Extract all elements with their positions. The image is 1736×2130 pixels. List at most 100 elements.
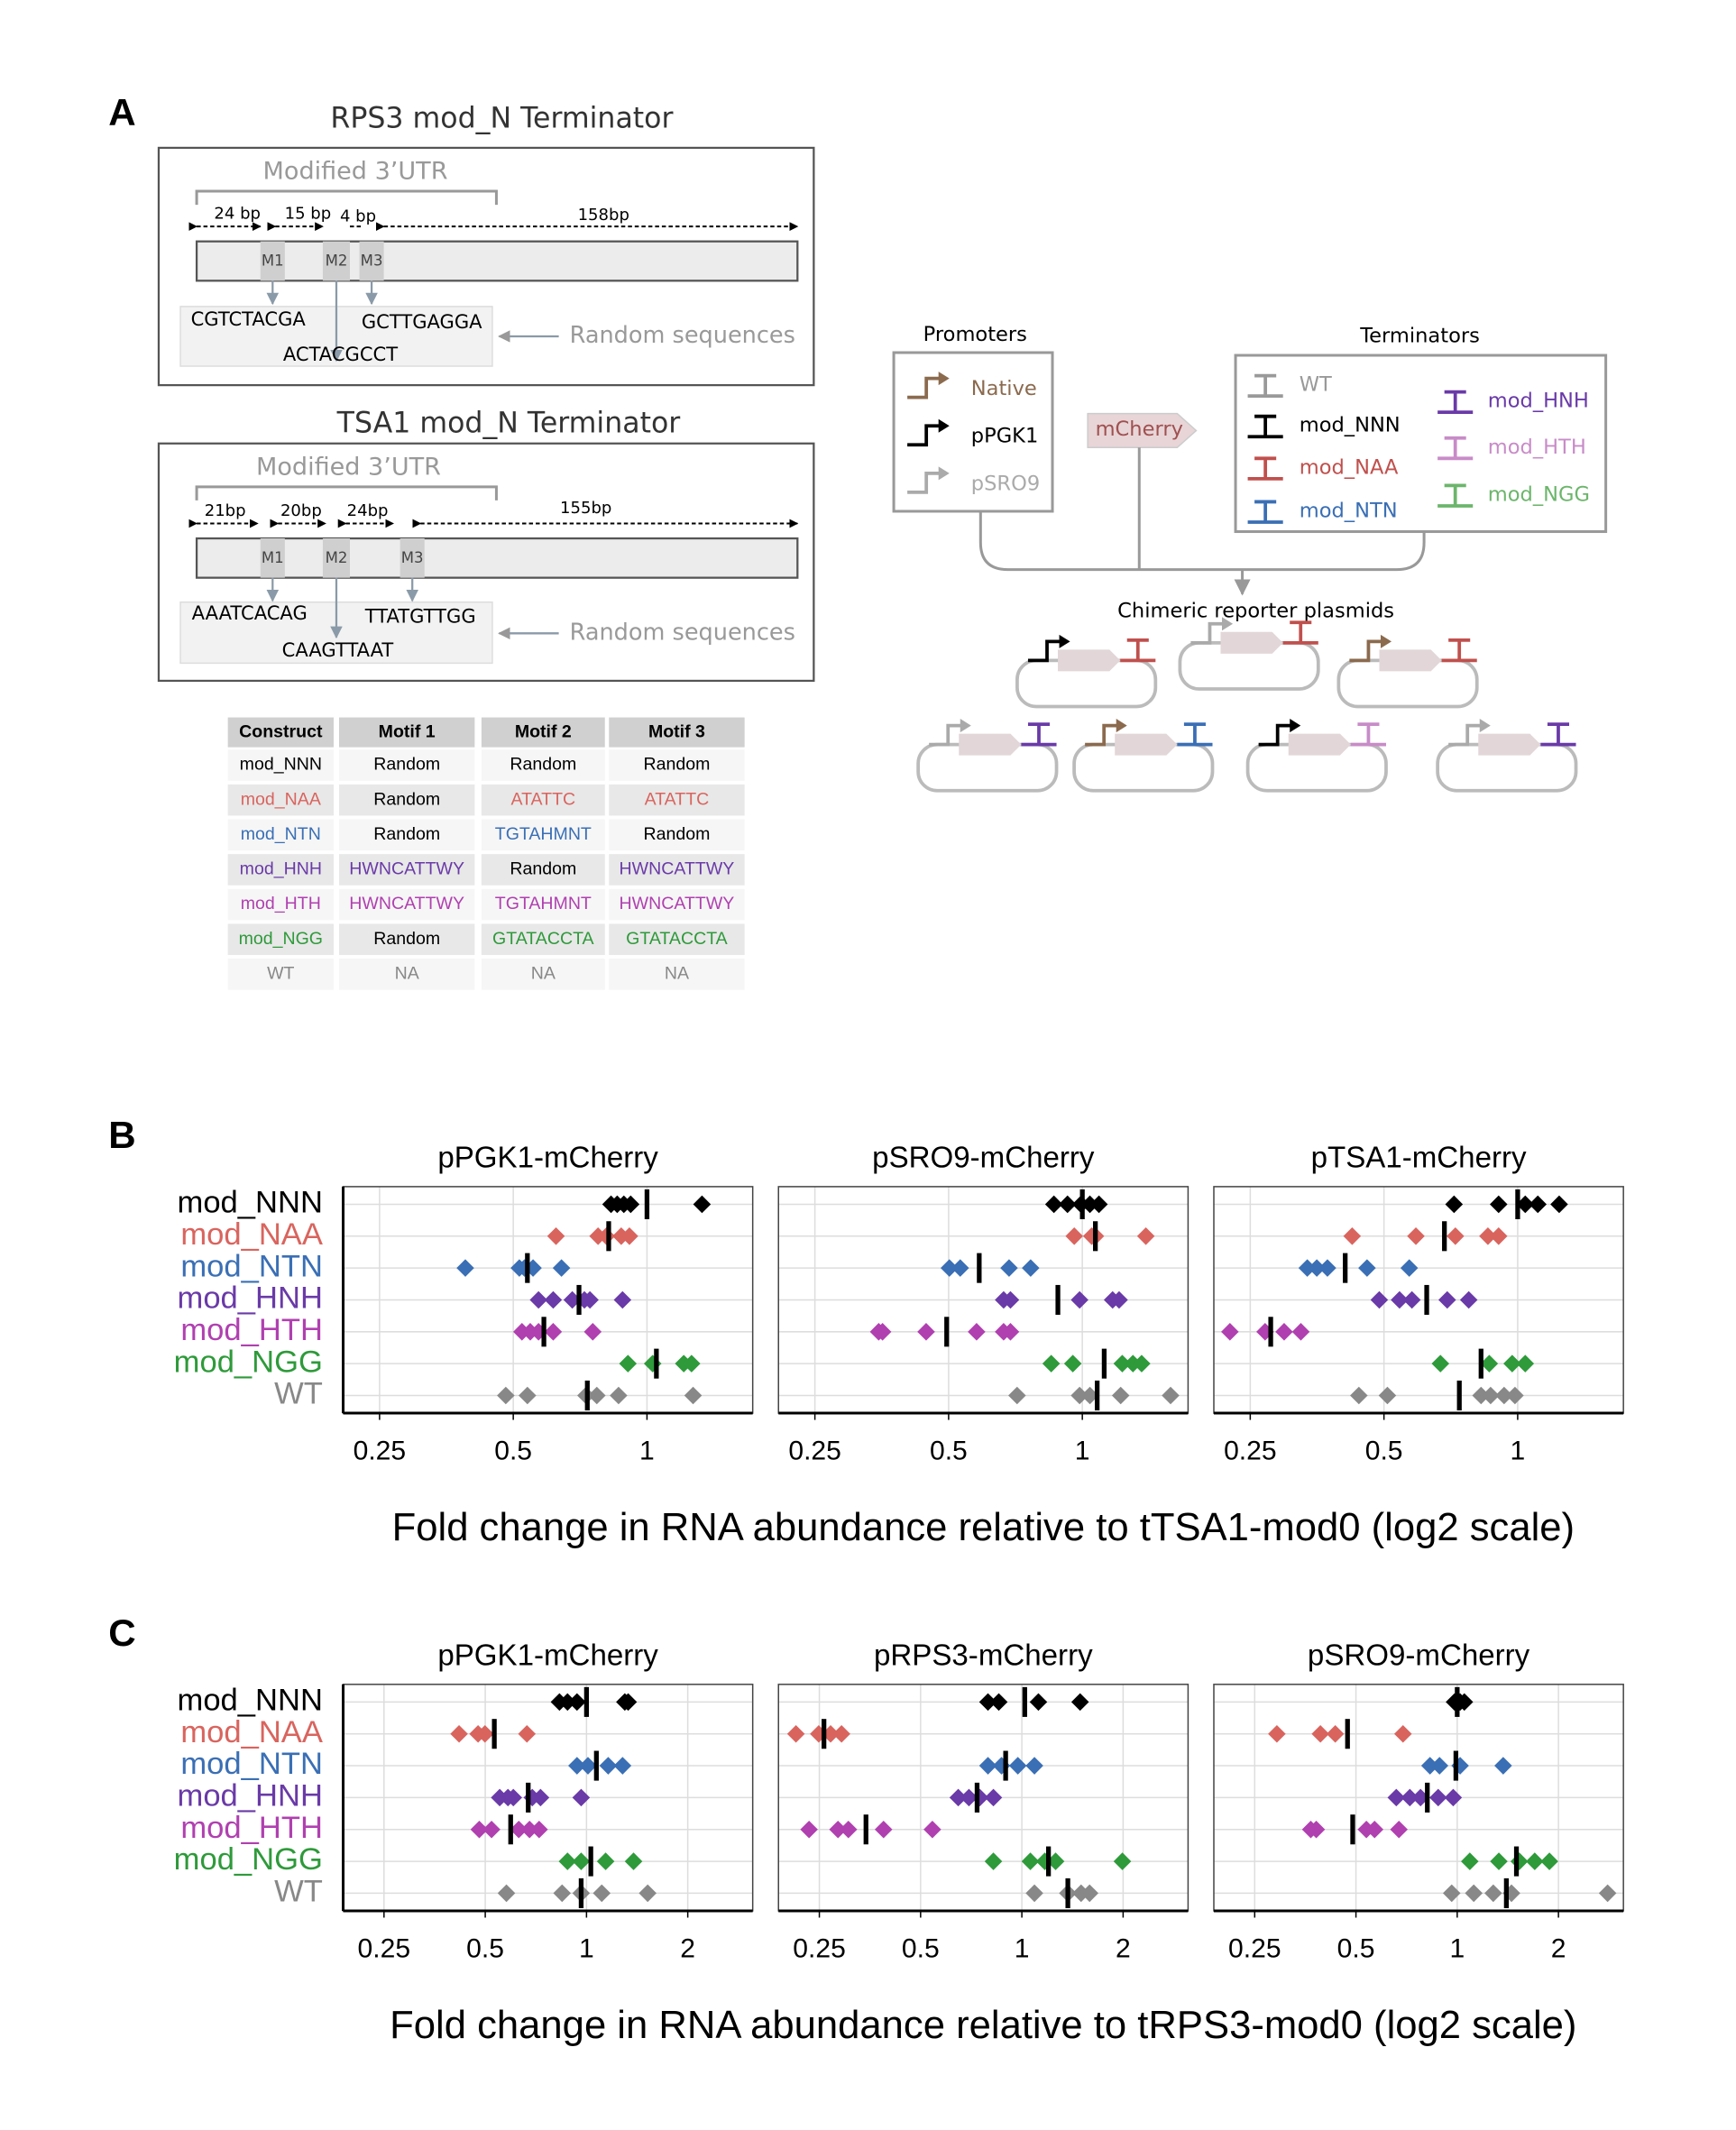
- data-point: [470, 1820, 489, 1839]
- terminator-label: mod_NAA: [1300, 455, 1399, 479]
- cell-text: Random: [510, 859, 576, 879]
- data-point: [581, 1290, 599, 1309]
- table-cell: [609, 888, 745, 921]
- utr-label: Modified 3’UTR: [256, 453, 441, 481]
- table-cell: [227, 819, 334, 851]
- table-cell: [227, 749, 334, 781]
- data-point: [978, 1693, 997, 1712]
- cell-text: Random: [644, 755, 711, 775]
- table-cell: [338, 784, 475, 816]
- y-tick-label: mod_NAA: [180, 1715, 323, 1749]
- data-point: [530, 1820, 548, 1839]
- data-point: [620, 1227, 638, 1245]
- table-cell: [227, 923, 334, 956]
- y-tick-label: mod_NGG: [174, 1345, 323, 1379]
- table-cell: [227, 888, 334, 921]
- data-point: [624, 1852, 643, 1870]
- terminator-label: mod_HTH: [1488, 436, 1586, 459]
- terminator-icon: [1247, 373, 1283, 399]
- diagram-title: TSA1 mod_N Terminator: [336, 408, 681, 440]
- data-point: [923, 1820, 941, 1839]
- x-tick-label: 0.25: [793, 1934, 846, 1964]
- x-axis-title: Fold change in RNA abundance relative to…: [390, 2004, 1576, 2047]
- terminator-icon: [1437, 483, 1474, 508]
- data-point: [1490, 1195, 1508, 1214]
- table-cell: [338, 959, 475, 990]
- promoter-head: [1116, 719, 1127, 733]
- sequence: GCTTGAGGA: [362, 310, 482, 333]
- utr-bracket: [195, 189, 498, 206]
- data-point: [874, 1820, 893, 1839]
- data-point: [1065, 1227, 1083, 1245]
- terminator-label: mod_HNH: [1488, 390, 1589, 413]
- y-tick-label: mod_NGG: [174, 1842, 323, 1877]
- table-cell: [609, 959, 745, 990]
- data-point: [1506, 1386, 1524, 1405]
- data-point: [553, 1884, 572, 1903]
- data-point: [599, 1757, 618, 1775]
- x-tick-label: 0.5: [1365, 1437, 1403, 1466]
- data-point: [1025, 1884, 1043, 1903]
- length-label: 24bp: [347, 501, 389, 520]
- data-point: [1529, 1195, 1548, 1214]
- cell-text: Random: [510, 755, 576, 775]
- y-tick-label: mod_NTN: [180, 1249, 323, 1283]
- data-point: [829, 1820, 847, 1839]
- y-tick-label: mod_HTH: [180, 1811, 323, 1845]
- table-cell: [481, 784, 605, 816]
- data-point: [1378, 1386, 1397, 1405]
- diagram-box: [157, 442, 815, 683]
- cell-text: Random: [644, 824, 711, 844]
- x-tick-label: 0.25: [358, 1934, 411, 1964]
- cell-text: ATATTC: [645, 789, 710, 809]
- x-tick-label: 0.25: [354, 1437, 407, 1466]
- x-tick-label: 2: [1551, 1934, 1566, 1964]
- promoter-icon: [1085, 723, 1118, 747]
- data-point: [1063, 1354, 1082, 1373]
- data-point: [552, 1259, 571, 1277]
- plasmid-gene: [1478, 733, 1541, 756]
- plasmid-gene: [1220, 631, 1283, 654]
- facet-title: pSRO9-mCherry: [1308, 1639, 1530, 1672]
- data-point: [1402, 1290, 1421, 1309]
- data-point: [1025, 1757, 1043, 1775]
- data-point: [1437, 1290, 1456, 1309]
- data-point: [1326, 1724, 1345, 1743]
- data-point: [619, 1354, 638, 1373]
- data-point: [1070, 1386, 1088, 1405]
- promoter-head: [1059, 634, 1070, 648]
- data-point: [558, 1852, 577, 1870]
- table-cell: [609, 854, 745, 886]
- table-cell: [338, 819, 475, 851]
- x-tick-label: 1: [639, 1437, 655, 1466]
- data-point: [1490, 1227, 1508, 1245]
- data-point: [1444, 1788, 1463, 1807]
- data-point: [613, 1290, 632, 1309]
- y-tick-label: mod_NNN: [178, 1684, 323, 1718]
- cell-text: HWNCATTWY: [349, 894, 464, 914]
- x-tick-label: 0.25: [1228, 1934, 1281, 1964]
- data-point: [1008, 1386, 1026, 1405]
- header-text: Motif 2: [515, 721, 572, 741]
- data-point: [968, 1323, 986, 1341]
- data-point: [1268, 1724, 1286, 1743]
- data-point: [989, 1693, 1008, 1712]
- facet-title: pRPS3-mCherry: [874, 1639, 1093, 1672]
- promoter-icon: [1027, 639, 1061, 663]
- utr-bar: [195, 240, 799, 282]
- terminators-title: Terminators: [1359, 324, 1480, 347]
- data-point: [1510, 1852, 1529, 1870]
- length-label: 158bp: [578, 206, 629, 225]
- data-point: [1526, 1852, 1544, 1870]
- data-point: [596, 1852, 615, 1870]
- promoter-icon: [1349, 639, 1382, 663]
- promoter-box: [892, 351, 1054, 513]
- data-point: [1465, 1884, 1483, 1903]
- data-point: [1484, 1884, 1502, 1903]
- x-tick-label: 0.5: [466, 1934, 504, 1964]
- random-label: Random sequences: [570, 322, 795, 349]
- terminator-icon: [1120, 638, 1156, 663]
- y-tick-label: mod_NAA: [180, 1217, 323, 1252]
- x-tick-label: 0.5: [930, 1437, 968, 1466]
